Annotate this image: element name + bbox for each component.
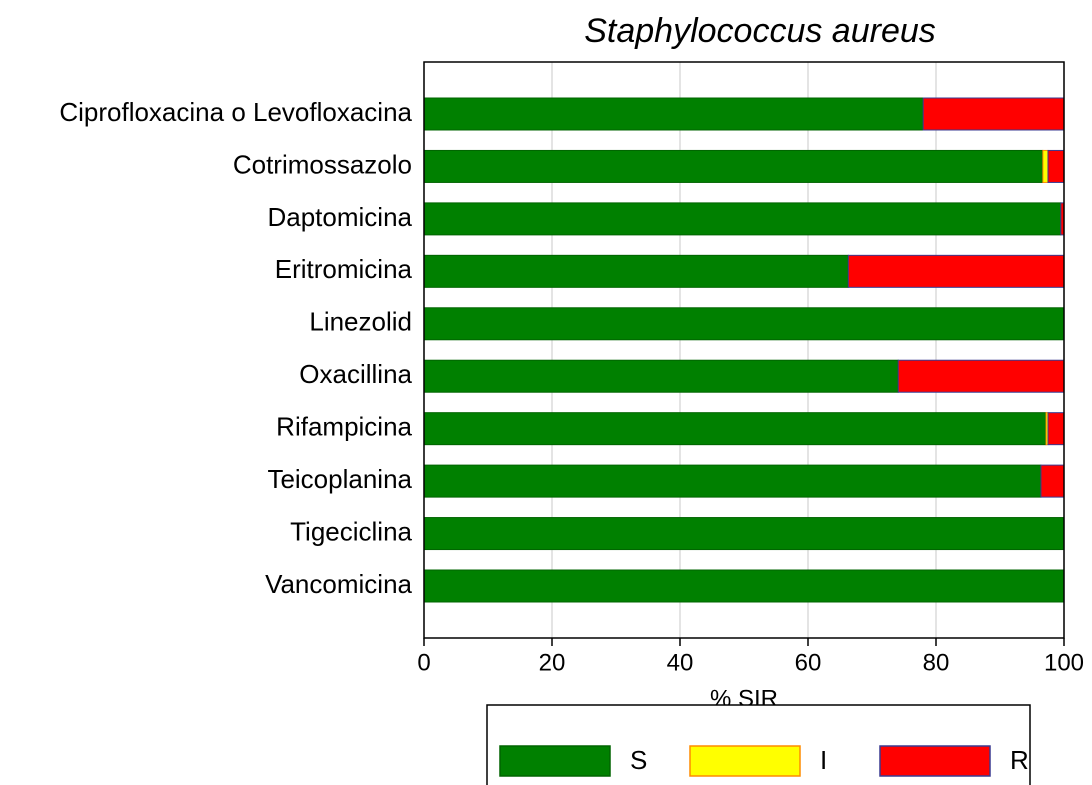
bar-segment bbox=[897, 359, 1065, 393]
x-tick-label: 60 bbox=[795, 649, 822, 676]
plot-frame bbox=[423, 61, 1065, 639]
x-tick-label: 100 bbox=[1044, 649, 1084, 676]
bar-segment bbox=[922, 97, 1065, 131]
legend-label: S bbox=[630, 745, 647, 775]
bar-segment bbox=[423, 254, 849, 288]
y-tick-label: Cotrimossazolo bbox=[233, 149, 412, 179]
bar-segment bbox=[1047, 149, 1065, 183]
bar-segment bbox=[423, 464, 1042, 498]
bar-segment bbox=[423, 569, 1065, 603]
y-tick-label: Teicoplanina bbox=[267, 464, 412, 494]
bar-segment bbox=[423, 359, 899, 393]
legend-label: R bbox=[1010, 745, 1029, 775]
legend-swatch bbox=[689, 745, 801, 777]
y-tick-label: Oxacillina bbox=[299, 359, 412, 389]
x-tick-label: 40 bbox=[667, 649, 694, 676]
bar-segment bbox=[1047, 412, 1065, 446]
bar-segment bbox=[1040, 464, 1065, 498]
y-tick-label: Eritromicina bbox=[275, 254, 413, 284]
y-tick-label: Rifampicina bbox=[276, 412, 412, 442]
y-tick-label: Vancomicina bbox=[265, 569, 412, 599]
y-tick-label: Ciprofloxacina o Levofloxacina bbox=[59, 97, 412, 127]
legend-label: I bbox=[820, 745, 827, 775]
bar-segment bbox=[847, 254, 1065, 288]
y-tick-label: Linezolid bbox=[309, 307, 412, 337]
x-tick-label: 80 bbox=[923, 649, 950, 676]
x-tick-label: 0 bbox=[417, 649, 430, 676]
plot-area bbox=[424, 62, 1064, 638]
y-tick-label: Tigeciclina bbox=[290, 516, 412, 546]
legend-swatch bbox=[879, 745, 991, 777]
x-tick-label: 20 bbox=[539, 649, 566, 676]
bar-segment bbox=[423, 412, 1047, 446]
legend-swatch bbox=[499, 745, 611, 777]
bar-segment bbox=[423, 517, 1065, 551]
bar-segment bbox=[1042, 149, 1049, 183]
bar-segment bbox=[423, 97, 924, 131]
y-tick-label: Daptomicina bbox=[267, 202, 412, 232]
bar-segment bbox=[423, 149, 1044, 183]
bar-segment bbox=[423, 202, 1062, 236]
chart-title: Staphylococcus aureus bbox=[584, 12, 936, 50]
bar-segment bbox=[423, 307, 1065, 341]
